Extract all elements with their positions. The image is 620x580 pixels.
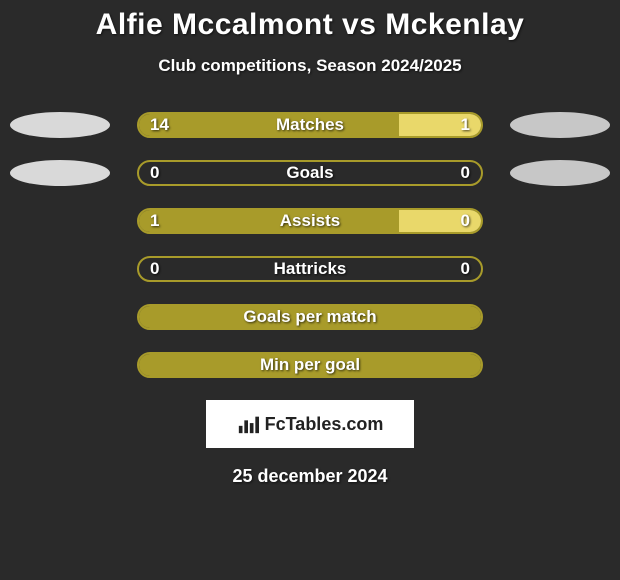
logo-box: FcTables.com [206,400,414,448]
bar-track [137,112,483,138]
stat-row: 1Assists0 [0,208,620,234]
date: 25 december 2024 [0,466,620,487]
player-ellipse-right [510,112,610,138]
bar-right-fill [399,114,481,136]
stat-row: 14Matches1 [0,112,620,138]
bar-track [137,304,483,330]
stat-row: Min per goal [0,352,620,378]
bar-track [137,208,483,234]
bars-icon [237,413,259,435]
bar-right-fill [399,210,481,232]
subtitle: Club competitions, Season 2024/2025 [0,56,620,76]
comparison-infographic: Alfie Mccalmont vs Mckenlay Club competi… [0,0,620,487]
player-ellipse-left [10,112,110,138]
stat-row: 0Hattricks0 [0,256,620,282]
stat-rows: 14Matches1 0Goals0 1Assists0 0Hattricks0 Goa… [0,112,620,378]
bar-track [137,352,483,378]
player-ellipse-left [10,160,110,186]
title: Alfie Mccalmont vs Mckenlay [0,8,620,42]
bar-left-fill [139,210,399,232]
bar-left-fill [139,114,399,136]
player-ellipse-right [510,160,610,186]
stat-row: Goals per match [0,304,620,330]
bar-track [137,256,483,282]
stat-row: 0Goals0 [0,160,620,186]
bar-track [137,160,483,186]
bar-left-fill [139,354,481,376]
logo-text: FcTables.com [265,414,384,435]
bar-left-fill [139,306,481,328]
